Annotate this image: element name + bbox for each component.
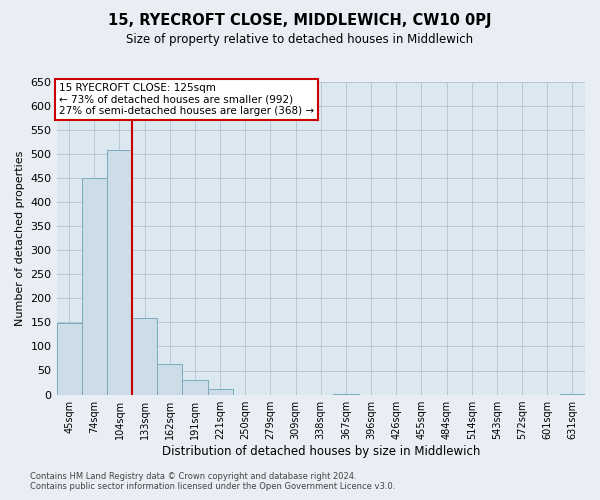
Text: 15, RYECROFT CLOSE, MIDDLEWICH, CW10 0PJ: 15, RYECROFT CLOSE, MIDDLEWICH, CW10 0PJ <box>108 12 492 28</box>
Text: Contains HM Land Registry data © Crown copyright and database right 2024.: Contains HM Land Registry data © Crown c… <box>30 472 356 481</box>
Bar <box>157 364 182 394</box>
Bar <box>82 178 107 394</box>
Y-axis label: Number of detached properties: Number of detached properties <box>15 150 25 326</box>
Bar <box>132 318 157 394</box>
X-axis label: Distribution of detached houses by size in Middlewich: Distribution of detached houses by size … <box>161 444 480 458</box>
Text: Contains public sector information licensed under the Open Government Licence v3: Contains public sector information licen… <box>30 482 395 491</box>
Bar <box>56 324 82 394</box>
Bar <box>107 150 132 394</box>
Text: 15 RYECROFT CLOSE: 125sqm
← 73% of detached houses are smaller (992)
27% of semi: 15 RYECROFT CLOSE: 125sqm ← 73% of detac… <box>59 83 314 116</box>
Text: Size of property relative to detached houses in Middlewich: Size of property relative to detached ho… <box>127 32 473 46</box>
Bar <box>182 380 208 394</box>
Bar <box>208 390 233 394</box>
